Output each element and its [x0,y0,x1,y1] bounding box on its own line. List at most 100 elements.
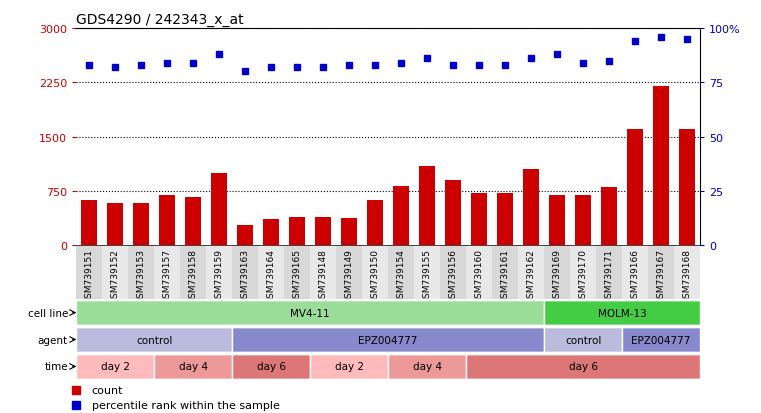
Bar [206,246,232,299]
Bar [497,194,513,246]
Text: GSM739159: GSM739159 [215,248,224,303]
Text: GSM739170: GSM739170 [578,248,587,303]
Text: GSM739154: GSM739154 [396,248,406,303]
Text: GSM739165: GSM739165 [293,248,301,303]
Text: percentile rank within the sample: percentile rank within the sample [92,400,279,410]
Text: GSM739171: GSM739171 [605,248,613,303]
Bar [627,130,643,246]
Bar [622,246,648,299]
Bar [154,246,180,299]
Text: GSM739157: GSM739157 [163,248,171,303]
Bar [310,354,388,379]
Bar [128,246,154,299]
Bar [368,201,383,246]
Bar [232,246,258,299]
Text: GSM739162: GSM739162 [527,248,536,303]
Text: GSM739158: GSM739158 [189,248,198,303]
Text: MV4-11: MV4-11 [290,308,330,318]
Bar [524,170,539,246]
Text: GSM739156: GSM739156 [449,248,457,303]
Bar [648,246,674,299]
Bar [102,246,128,299]
Text: control: control [565,335,601,345]
Bar [341,218,357,246]
Bar [414,246,440,299]
Bar [549,195,565,246]
Bar [471,194,487,246]
Bar [180,246,206,299]
Bar [518,246,544,299]
Text: EPZ004777: EPZ004777 [358,335,418,345]
Text: GSM739151: GSM739151 [84,248,94,303]
Text: GSM739163: GSM739163 [240,248,250,303]
Text: day 6: day 6 [568,361,597,372]
Bar [154,354,232,379]
Text: time: time [44,361,68,372]
Bar [445,180,461,246]
Bar [107,203,123,246]
Bar [186,197,201,246]
Text: day 2: day 2 [335,361,364,372]
Bar [284,246,310,299]
Text: GDS4290 / 242343_x_at: GDS4290 / 242343_x_at [76,12,244,26]
Text: MOLM-13: MOLM-13 [597,308,647,318]
Bar [680,130,695,246]
Bar [76,354,154,379]
Bar [674,246,700,299]
Bar [258,246,284,299]
Bar [289,218,305,246]
Text: GSM739166: GSM739166 [631,248,639,303]
Text: day 6: day 6 [256,361,285,372]
Bar [575,195,591,246]
Bar [76,246,102,299]
Text: count: count [92,385,123,395]
Bar [544,246,570,299]
Bar [232,328,544,352]
Bar [570,246,596,299]
Text: day 4: day 4 [412,361,441,372]
Text: GSM739150: GSM739150 [371,248,380,303]
Text: agent: agent [38,335,68,345]
Bar [133,203,149,246]
Text: GSM739168: GSM739168 [683,248,692,303]
Bar [419,166,435,246]
Text: GSM739160: GSM739160 [475,248,483,303]
Text: GSM739155: GSM739155 [422,248,431,303]
Text: GSM739153: GSM739153 [137,248,145,303]
Text: day 4: day 4 [179,361,208,372]
Bar [466,354,700,379]
Text: GSM739149: GSM739149 [345,248,354,303]
Bar [492,246,518,299]
Bar [601,188,617,246]
Bar [81,201,97,246]
Bar [388,246,414,299]
Text: GSM739152: GSM739152 [110,248,119,303]
Text: GSM739167: GSM739167 [657,248,666,303]
Text: GSM739148: GSM739148 [319,248,327,303]
Bar [466,246,492,299]
Text: GSM739161: GSM739161 [501,248,510,303]
Text: cell line: cell line [27,308,68,318]
Bar [76,328,232,352]
Bar [315,218,331,246]
Text: EPZ004777: EPZ004777 [632,335,691,345]
Bar [393,187,409,246]
Text: day 2: day 2 [100,361,129,372]
Bar [310,246,336,299]
Bar [237,225,253,246]
Bar [544,301,700,325]
Bar [212,173,227,246]
Bar [263,219,279,246]
Bar [653,87,669,246]
Text: GSM739164: GSM739164 [266,248,275,303]
Bar [596,246,622,299]
Text: control: control [136,335,172,345]
Bar [544,328,622,352]
Bar [336,246,362,299]
Bar [159,195,175,246]
Bar [76,301,544,325]
Text: GSM739169: GSM739169 [552,248,562,303]
Bar [362,246,388,299]
Bar [388,354,466,379]
Bar [622,328,700,352]
